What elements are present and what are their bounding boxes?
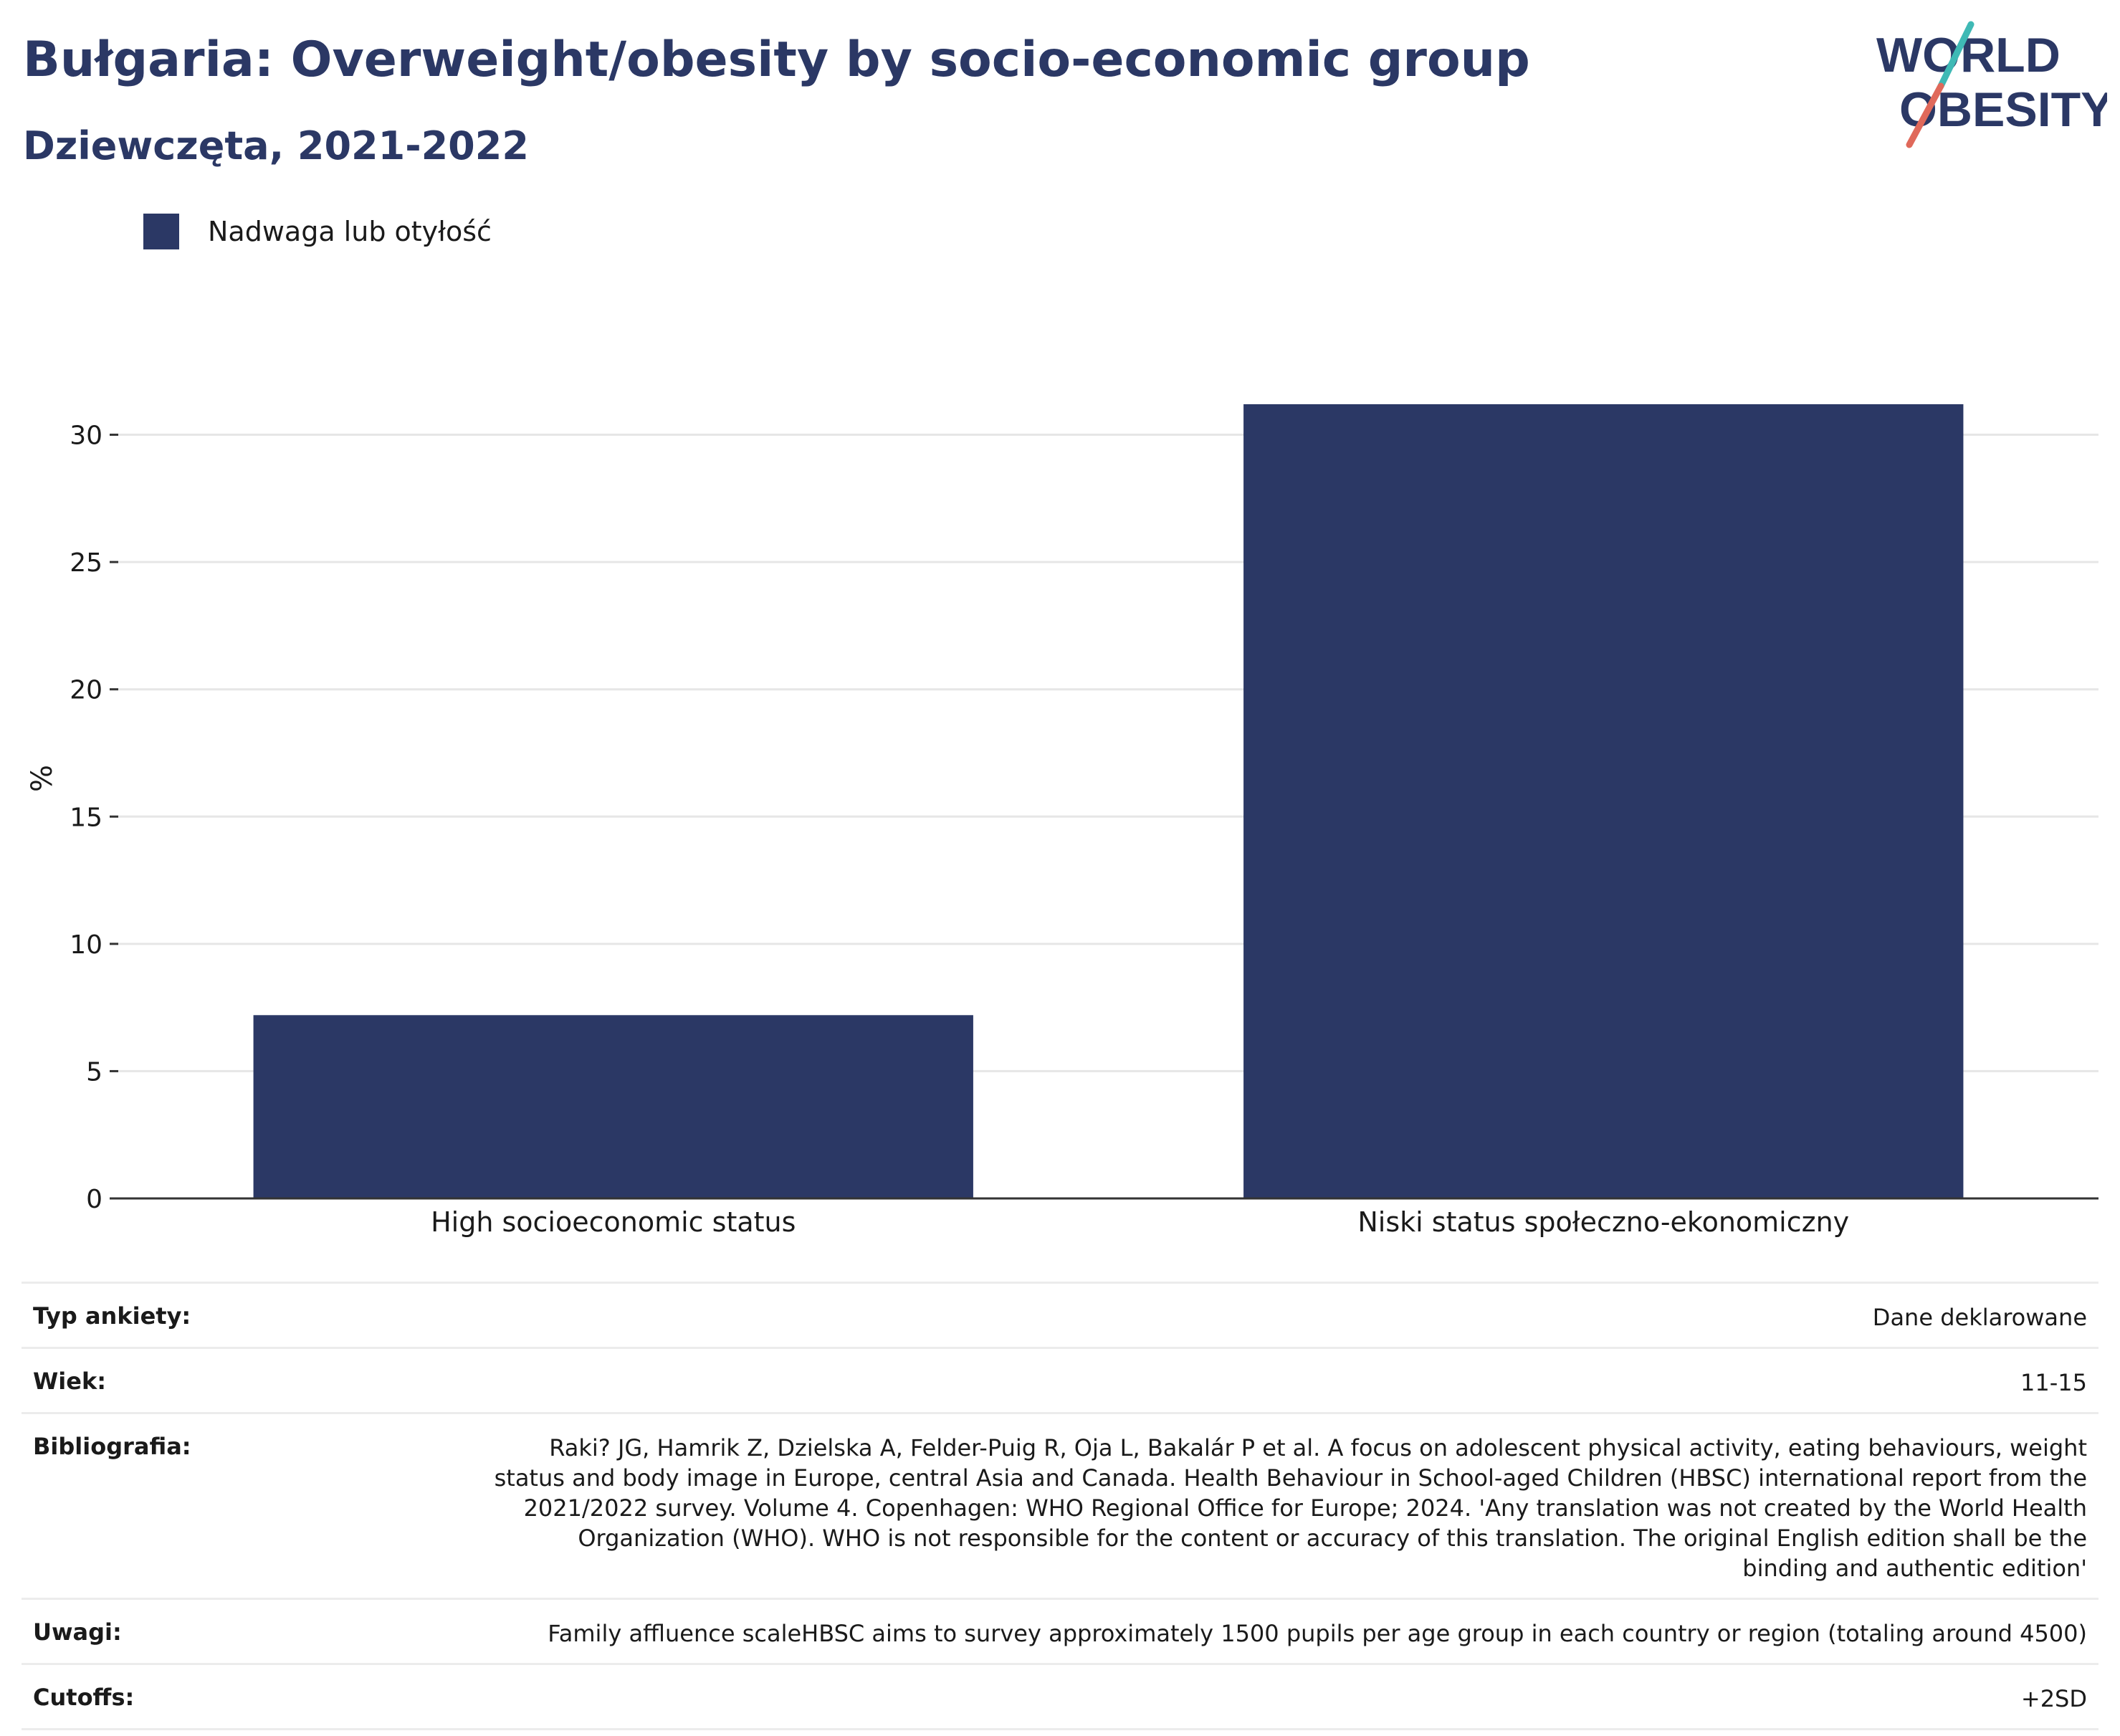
meta-row-bibliography: Bibliografia: Raki? JG, Hamrik Z, Dziels… <box>22 1412 2098 1599</box>
y-tick-label: 15 <box>70 803 102 832</box>
meta-key: Cutoffs: <box>22 1663 474 1730</box>
metadata-table: Typ ankiety: Dane deklarowane Wiek: 11-1… <box>22 1282 2098 1730</box>
meta-key: Wiek: <box>22 1347 474 1413</box>
y-tick-label: 10 <box>70 930 102 960</box>
y-tick-label: 5 <box>86 1057 102 1087</box>
logo-slash-top <box>1937 21 1975 90</box>
y-axis-title: % <box>26 765 59 792</box>
meta-row-notes: Uwagi: Family affluence scaleHBSC aims t… <box>22 1598 2098 1664</box>
bar <box>1243 404 1964 1198</box>
y-tick-label: 0 <box>86 1185 102 1214</box>
y-tick-label: 20 <box>70 676 102 705</box>
meta-row-survey-type: Typ ankiety: Dane deklarowane <box>22 1282 2098 1348</box>
x-tick-label: High socioeconomic status <box>431 1206 796 1238</box>
x-tick-label: Niski status społeczno-ekonomiczny <box>1357 1206 1849 1238</box>
y-tick-label: 30 <box>70 421 102 451</box>
meta-row-age: Wiek: 11-15 <box>22 1347 2098 1413</box>
meta-key: Typ ankiety: <box>22 1282 474 1348</box>
meta-value: Dane deklarowane <box>474 1282 2098 1348</box>
meta-row-cutoffs: Cutoffs: +2SD <box>22 1663 2098 1730</box>
y-tick-label: 25 <box>70 548 102 578</box>
chart-subtitle: Dziewczęta, 2021-2022 <box>23 123 529 168</box>
bar-chart: 0 5 10 15 20 25 30 High socioeconomic status Nis… <box>26 404 2098 1238</box>
meta-key: Bibliografia: <box>22 1412 474 1599</box>
meta-value: +2SD <box>474 1663 2098 1730</box>
meta-key: Uwagi: <box>22 1598 474 1664</box>
world-obesity-logo: WORLD OBESITY <box>1876 21 2107 148</box>
bar <box>253 1015 973 1198</box>
meta-value: Raki? JG, Hamrik Z, Dzielska A, Felder-P… <box>474 1412 2098 1599</box>
logo-word-world: WORLD <box>1876 28 2061 82</box>
legend-swatch <box>143 214 179 249</box>
meta-value: Family affluence scaleHBSC aims to surve… <box>474 1598 2098 1664</box>
logo-slash-bottom <box>1906 82 1944 148</box>
legend-label: Nadwaga lub otyłość <box>208 216 492 247</box>
logo-word-obesity: OBESITY <box>1899 82 2107 137</box>
meta-value: 11-15 <box>474 1347 2098 1413</box>
chart-title: Bułgaria: Overweight/obesity by socio-ec… <box>23 32 1530 88</box>
chart-legend: Nadwaga lub otyłość <box>143 212 492 251</box>
